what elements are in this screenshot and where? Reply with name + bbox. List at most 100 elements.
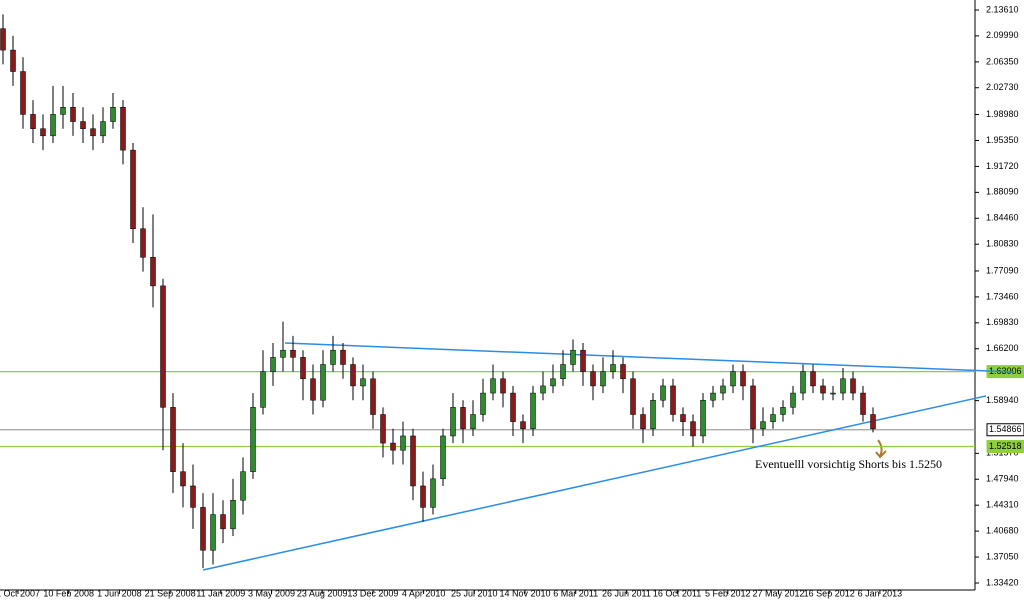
candle-body — [310, 378, 316, 401]
x-tick-label: 6 Mar 2011 — [553, 588, 598, 598]
candle-body — [750, 385, 756, 430]
y-tick-label: 1.73460 — [986, 291, 1019, 301]
candle-body — [860, 392, 866, 415]
x-tick-label: 26 Jun 2011 — [602, 588, 651, 598]
candle-body — [850, 378, 856, 394]
x-tick-label: 21 Sep 2008 — [145, 588, 196, 598]
y-tick-label: 1.80830 — [986, 239, 1019, 249]
candle-body — [530, 392, 536, 430]
candle-body — [660, 385, 666, 401]
candle-body — [490, 378, 496, 394]
level-label-box — [986, 440, 1024, 454]
candle-body — [90, 128, 96, 137]
arrow — [875, 439, 887, 459]
x-tick-label: 10 Feb 2008 — [43, 588, 94, 598]
candle-body — [10, 49, 16, 72]
candle-body — [250, 407, 256, 472]
candle-body — [150, 257, 156, 287]
candle-body — [280, 349, 286, 358]
y-tick-label: 1.98980 — [986, 109, 1019, 119]
candle-body — [760, 421, 766, 430]
y-tick-label: 1.88090 — [986, 187, 1019, 197]
x-tick-label: 6 Jan 2013 — [858, 588, 903, 598]
candle-body — [840, 378, 846, 394]
y-tick-label: 2.06350 — [986, 56, 1019, 66]
candle-body — [70, 107, 76, 122]
candle-body — [420, 485, 426, 508]
candle-body — [510, 392, 516, 422]
candle-body — [340, 349, 346, 365]
candle-body — [560, 364, 566, 380]
x-tick-label: 13 Dec 2009 — [347, 588, 398, 598]
candle-body — [180, 471, 186, 487]
candle-body — [100, 121, 106, 137]
x-tick-label: 23 Aug 2009 — [297, 588, 348, 598]
candle-body — [370, 378, 376, 415]
candle-body — [200, 507, 206, 551]
x-tick-label: 25 Jul 2010 — [451, 588, 498, 598]
y-tick-label: 1.84460 — [986, 213, 1019, 223]
y-tick-label: 1.58940 — [986, 395, 1019, 405]
y-tick-label: 1.47940 — [986, 474, 1019, 484]
candle-body — [190, 485, 196, 508]
y-tick-label: 1.40680 — [986, 525, 1019, 535]
candle-body — [130, 149, 136, 229]
candle-body — [650, 399, 656, 430]
candle-body — [480, 392, 486, 415]
trendline — [284, 342, 1015, 373]
x-tick-label: 14 Nov 2010 — [499, 588, 550, 598]
candle-body — [30, 114, 36, 129]
candle-body — [470, 414, 476, 430]
candle-body — [680, 414, 686, 422]
candle-body — [670, 385, 676, 415]
candle-body — [40, 128, 46, 137]
x-tick-label: 1 Oct 2007 — [0, 588, 40, 598]
y-tick-label: 2.13610 — [986, 4, 1019, 14]
candle-body — [0, 28, 6, 51]
candle-body — [830, 392, 836, 395]
y-tick-label: 1.77090 — [986, 265, 1019, 275]
y-tick-label: 1.44310 — [986, 500, 1019, 510]
candle-body — [20, 71, 26, 115]
candle-body — [810, 371, 816, 387]
candle-body — [540, 385, 546, 394]
x-tick-label: 1 Jun 2008 — [97, 588, 142, 598]
candle-body — [800, 371, 806, 394]
y-tick-label: 2.02730 — [986, 82, 1019, 92]
candle-body — [500, 378, 506, 394]
x-tick-label: 16 Oct 2011 — [653, 588, 701, 598]
candle-body — [520, 421, 526, 430]
candle-body — [550, 378, 556, 387]
candle-body — [290, 349, 296, 358]
candle-body — [740, 371, 746, 387]
candle-body — [390, 442, 396, 451]
candle-body — [220, 514, 226, 530]
candle-body — [710, 392, 716, 401]
candle-body — [230, 500, 236, 530]
candle-body — [590, 371, 596, 387]
x-tick-label: 16 Sep 2012 — [804, 588, 855, 598]
level-label: 1.54866 — [989, 424, 1022, 434]
candle-body — [50, 114, 56, 137]
candle-body — [140, 228, 146, 258]
candle-body — [790, 392, 796, 408]
candle-body — [300, 357, 306, 380]
y-tick-label: 1.33420 — [986, 577, 1019, 587]
x-tick-label: 4 Apr 2010 — [402, 588, 446, 598]
candle-body — [270, 357, 276, 372]
candle-body — [330, 349, 336, 365]
candle-body — [80, 121, 86, 129]
x-tick-label: 11 Jan 2009 — [196, 588, 245, 598]
candle-body — [210, 514, 216, 551]
candle-body — [820, 385, 826, 394]
candle-body — [450, 407, 456, 437]
y-tick-label: 2.09990 — [986, 30, 1019, 40]
candle-body — [410, 435, 416, 487]
candle-body — [320, 364, 326, 401]
candle-body — [120, 107, 126, 151]
candle-body — [600, 371, 606, 387]
candle-body — [440, 435, 446, 480]
candle-body — [160, 285, 166, 408]
candle-body — [570, 349, 576, 365]
candle-body — [780, 407, 786, 415]
